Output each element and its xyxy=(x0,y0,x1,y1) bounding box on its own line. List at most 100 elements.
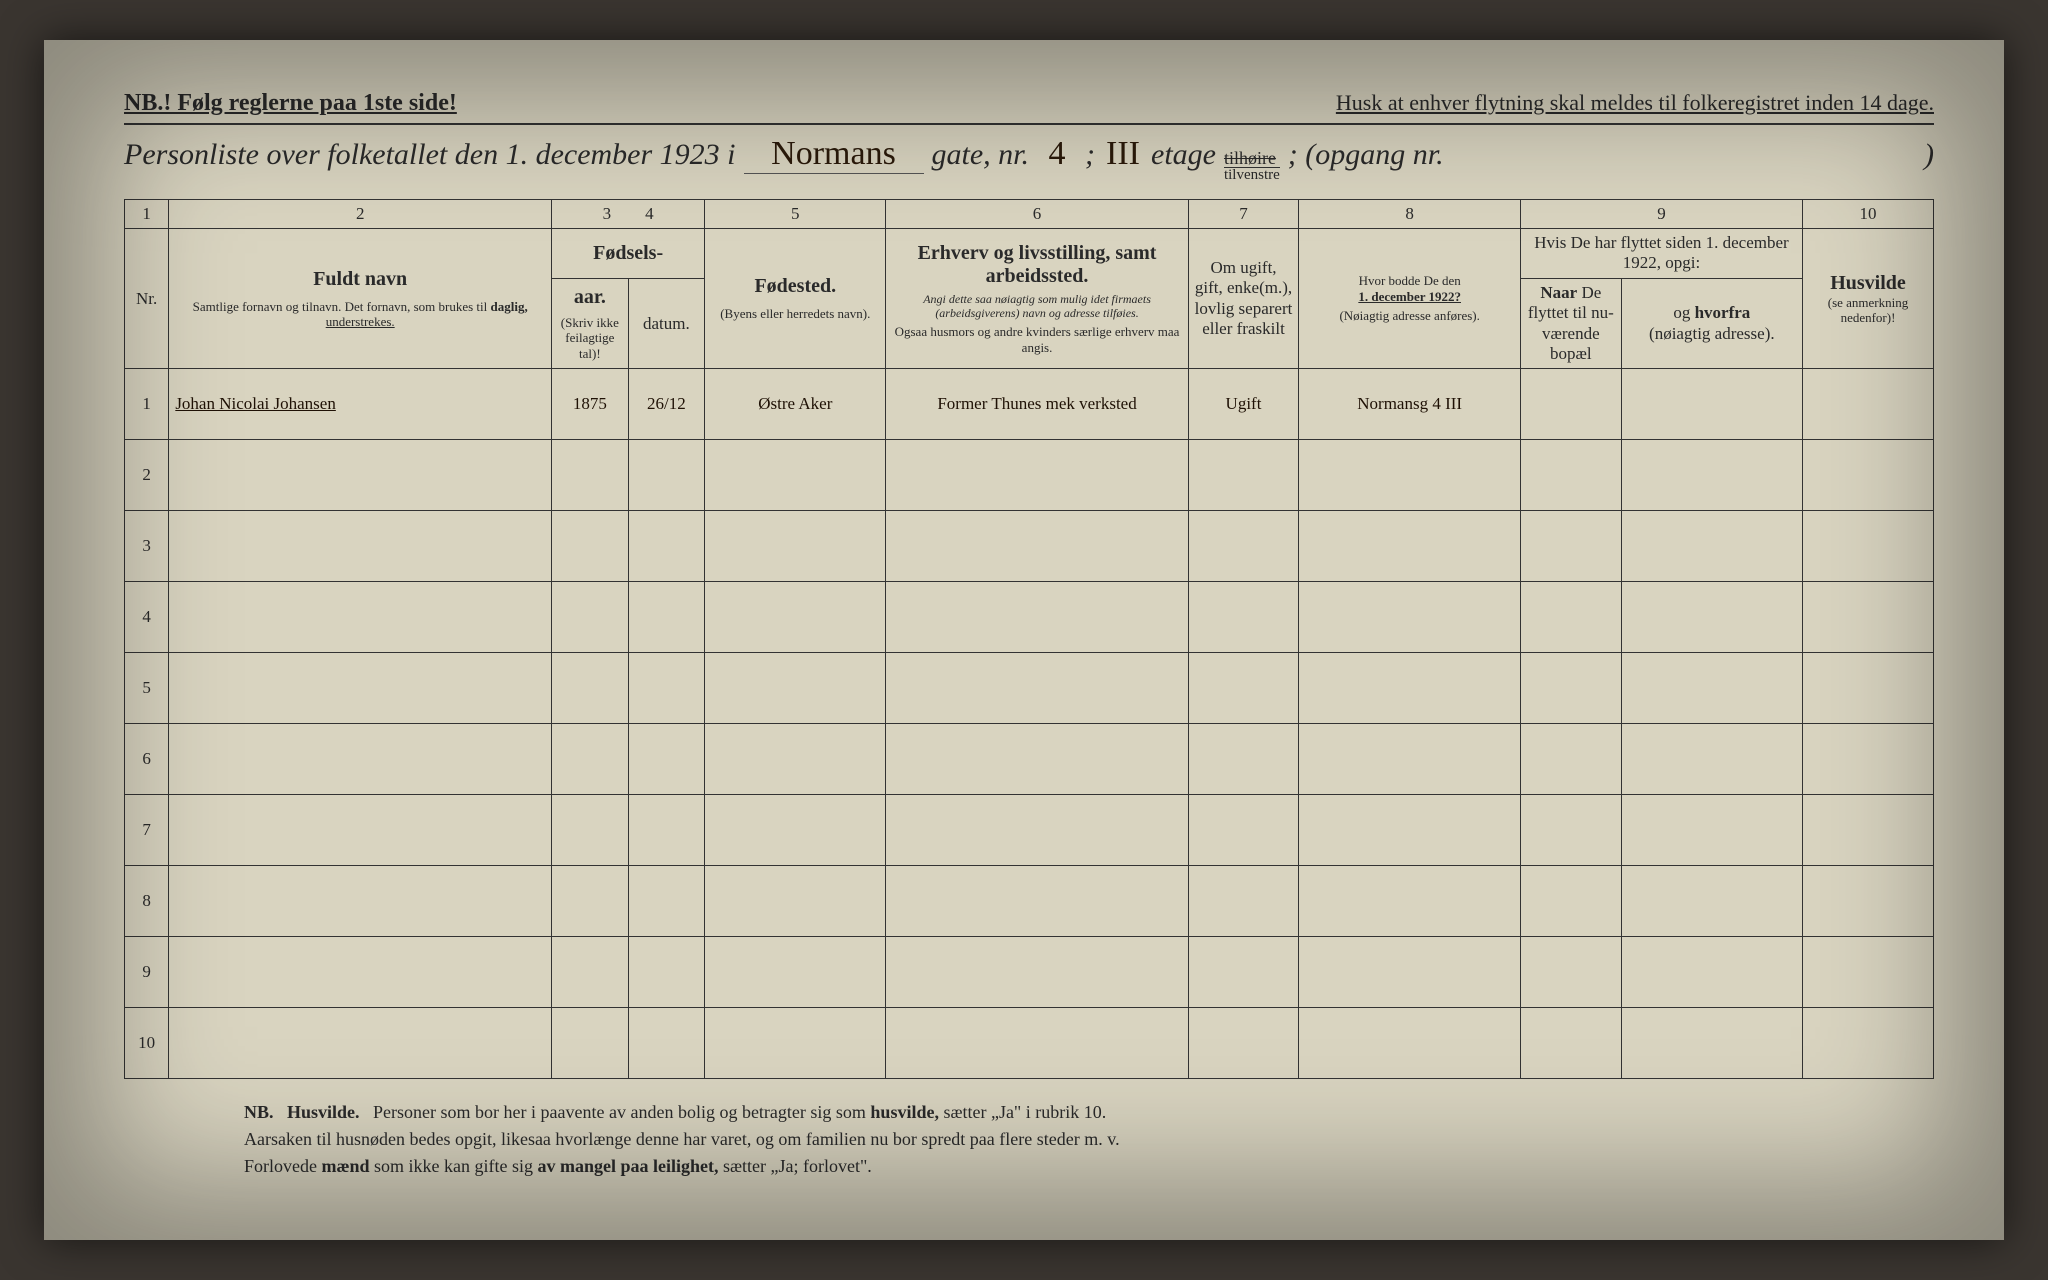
cell-naar xyxy=(1520,937,1621,1008)
cell-hvorfra xyxy=(1621,511,1802,582)
cell-civil xyxy=(1188,511,1299,582)
hdr-bodde: Hvor bodde De den 1. december 1922? (Nøi… xyxy=(1299,229,1521,369)
table-body: 1Johan Nicolai Johansen187526/12Østre Ak… xyxy=(125,369,1934,1079)
cell-aar xyxy=(552,795,629,866)
cell-nr: 8 xyxy=(125,866,169,937)
cell-name xyxy=(169,440,552,511)
cell-datum: 26/12 xyxy=(628,369,705,440)
top-line: NB.! Følg reglerne paa 1ste side! Husk a… xyxy=(124,90,1934,125)
colnum-1: 1 xyxy=(125,200,169,229)
cell-name xyxy=(169,653,552,724)
cell-naar xyxy=(1520,440,1621,511)
cell-hvorfra xyxy=(1621,795,1802,866)
colnum-8: 8 xyxy=(1299,200,1521,229)
cell-bodde xyxy=(1299,1008,1521,1079)
colnum-2: 2 xyxy=(169,200,552,229)
cell-aar xyxy=(552,582,629,653)
reminder-text: Husk at enhver flytning skal meldes til … xyxy=(1336,90,1934,117)
cell-naar xyxy=(1520,653,1621,724)
cell-fodested xyxy=(705,795,886,866)
cell-fodested xyxy=(705,653,886,724)
cell-aar xyxy=(552,1008,629,1079)
table-row: 7 xyxy=(125,795,1934,866)
cell-name xyxy=(169,724,552,795)
cell-nr: 4 xyxy=(125,582,169,653)
gate-label: gate, nr. xyxy=(932,138,1030,172)
hdr-hvorfra: og hvorfra (nøiagtig adresse). xyxy=(1621,278,1802,369)
cell-naar xyxy=(1520,724,1621,795)
cell-fodested xyxy=(705,440,886,511)
hdr-erhverv: Erhverv og livsstilling, samt arbeidsste… xyxy=(886,229,1188,369)
cell-erhverv xyxy=(886,653,1188,724)
cell-fodested xyxy=(705,582,886,653)
cell-name xyxy=(169,795,552,866)
cell-nr: 5 xyxy=(125,653,169,724)
hdr-name-title: Fuldt navn xyxy=(175,268,545,291)
hdr-fodsels: Fødsels- xyxy=(552,229,705,279)
opgang-label: ; (opgang nr. xyxy=(1288,138,1444,172)
cell-bodde xyxy=(1299,937,1521,1008)
table-row: 1Johan Nicolai Johansen187526/12Østre Ak… xyxy=(125,369,1934,440)
tilvenstre: tilvenstre xyxy=(1224,167,1280,183)
cell-datum xyxy=(628,724,705,795)
footnote-husvilde: Husvilde. xyxy=(287,1102,360,1122)
etage-label: etage xyxy=(1151,138,1216,172)
cell-civil xyxy=(1188,582,1299,653)
cell-nr: 9 xyxy=(125,937,169,1008)
cell-name: Johan Nicolai Johansen xyxy=(169,369,552,440)
cell-erhverv xyxy=(886,724,1188,795)
hdr-nr: Nr. xyxy=(125,229,169,369)
census-form-page: NB.! Følg reglerne paa 1ste side! Husk a… xyxy=(44,40,2004,1240)
cell-datum xyxy=(628,1008,705,1079)
cell-civil xyxy=(1188,795,1299,866)
cell-fodested xyxy=(705,724,886,795)
table-row: 10 xyxy=(125,1008,1934,1079)
cell-husvilde xyxy=(1802,724,1933,795)
cell-name xyxy=(169,511,552,582)
cell-hvorfra xyxy=(1621,369,1802,440)
cell-bodde xyxy=(1299,582,1521,653)
cell-name xyxy=(169,1008,552,1079)
hdr-civil: Om ugift, gift, enke(m.), lovlig separer… xyxy=(1188,229,1299,369)
cell-name xyxy=(169,582,552,653)
colnum-7: 7 xyxy=(1188,200,1299,229)
hdr-flyttet-top: Hvis De har flyttet siden 1. december 19… xyxy=(1520,229,1802,279)
cell-nr: 10 xyxy=(125,1008,169,1079)
cell-husvilde xyxy=(1802,866,1933,937)
cell-datum xyxy=(628,795,705,866)
colnum-9: 9 xyxy=(1520,200,1802,229)
cell-nr: 7 xyxy=(125,795,169,866)
cell-civil xyxy=(1188,653,1299,724)
cell-naar xyxy=(1520,795,1621,866)
cell-naar xyxy=(1520,369,1621,440)
cell-hvorfra xyxy=(1621,724,1802,795)
cell-bodde xyxy=(1299,866,1521,937)
cell-name xyxy=(169,866,552,937)
cell-datum xyxy=(628,440,705,511)
cell-erhverv xyxy=(886,1008,1188,1079)
cell-naar xyxy=(1520,866,1621,937)
cell-civil xyxy=(1188,937,1299,1008)
cell-erhverv xyxy=(886,440,1188,511)
cell-naar xyxy=(1520,511,1621,582)
cell-erhverv xyxy=(886,511,1188,582)
census-table: 1 2 3 4 5 6 7 8 9 10 Nr. Fuldt navn Samt… xyxy=(124,199,1934,1079)
cell-husvilde xyxy=(1802,937,1933,1008)
hdr-name-sub: Samtlige fornavn og tilnavn. Det fornavn… xyxy=(175,299,545,330)
cell-aar xyxy=(552,937,629,1008)
cell-naar xyxy=(1520,1008,1621,1079)
cell-aar xyxy=(552,653,629,724)
cell-husvilde xyxy=(1802,511,1933,582)
floor-handwritten: III xyxy=(1103,135,1143,173)
cell-hvorfra xyxy=(1621,582,1802,653)
cell-hvorfra xyxy=(1621,866,1802,937)
cell-husvilde xyxy=(1802,795,1933,866)
nb-notice: NB.! Følg reglerne paa 1ste side! xyxy=(124,90,457,117)
table-head: 1 2 3 4 5 6 7 8 9 10 Nr. Fuldt navn Samt… xyxy=(125,200,1934,369)
cell-bodde xyxy=(1299,511,1521,582)
cell-bodde xyxy=(1299,724,1521,795)
cell-bodde xyxy=(1299,795,1521,866)
colnum-6: 6 xyxy=(886,200,1188,229)
table-row: 8 xyxy=(125,866,1934,937)
cell-fodested xyxy=(705,511,886,582)
